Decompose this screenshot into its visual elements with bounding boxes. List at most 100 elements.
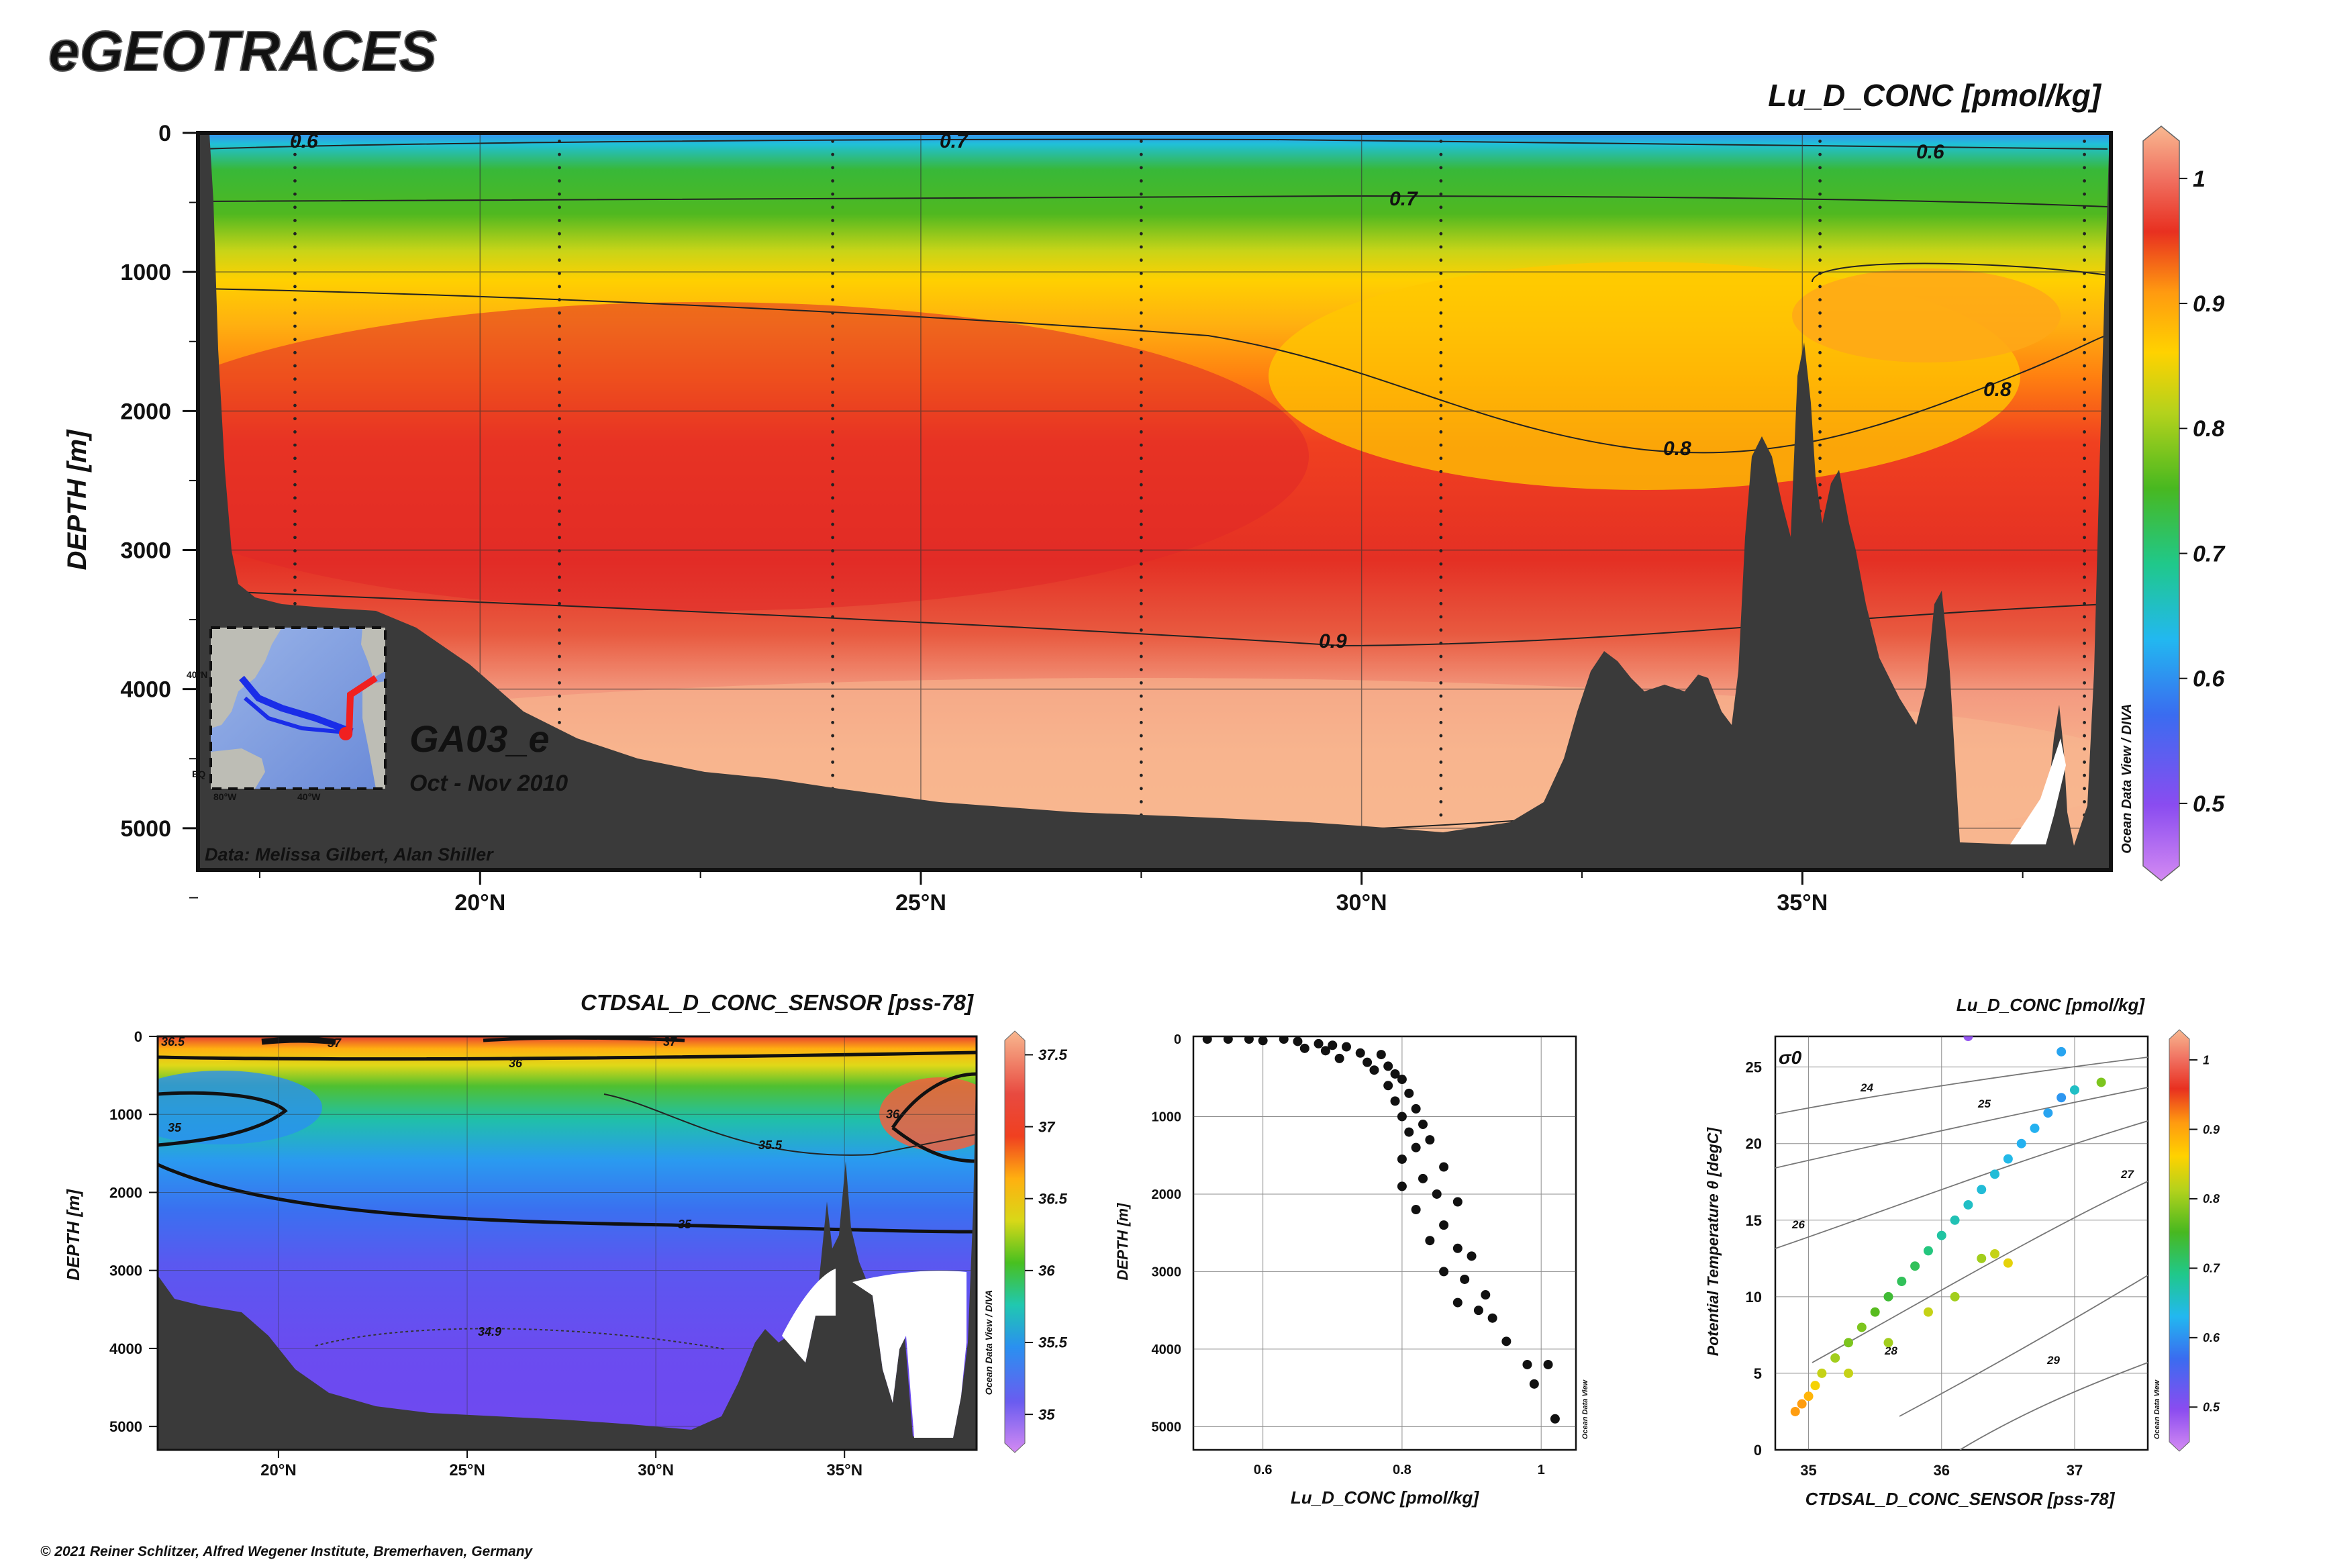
main-station-sample [1818,456,1822,460]
main-station-sample [1139,522,1143,526]
main-station-sample [558,205,561,209]
ts-scale-label: 0.8 [2203,1192,2220,1206]
main-station-sample [2083,443,2086,447]
main-station-sample [831,232,835,236]
main-station-sample [1818,430,1822,434]
main-station-sample [293,483,297,487]
main-station-sample [293,601,297,605]
inset-lon-label: 40°W [297,791,321,802]
main-station-sample [1439,483,1443,487]
main-station-sample [558,338,561,342]
main-station-sample [2083,430,2086,434]
main-station-sample [1139,668,1143,672]
depth-profile-ytick-label: 0 [1174,1032,1181,1047]
main-station-sample [1139,628,1143,632]
main-station-sample [831,707,835,712]
main-ylabel: DEPTH [m] [62,429,92,571]
main-station-sample [293,285,297,289]
main-station-sample [558,390,561,394]
ts-plot-title: Lu_D_CONC [pmol/kg] [1957,995,2146,1015]
ts-sigma-label: 26 [1791,1218,1805,1231]
depth-profile-ytick-label: 4000 [1152,1342,1182,1357]
ts-point [1810,1381,1820,1391]
main-station-sample [2083,205,2086,209]
main-white-gap [2010,738,2066,844]
ts-sigma-contours [1775,1057,2148,1450]
ts-point [1844,1368,1854,1378]
main-station-sample [831,377,835,381]
main-station-sample [1439,456,1443,460]
main-station-sample [1818,390,1822,394]
main-ytick-label: 2000 [120,399,171,424]
main-station-sample [1439,615,1443,619]
main-station-sample [1439,179,1443,183]
ts-point [1963,1036,1973,1041]
main-contour-label: 0.9 [1319,630,1347,652]
main-station-sample [1818,232,1822,236]
main-station-sample [1439,192,1443,196]
depth-profile-point [1425,1236,1435,1246]
main-station-sample [2083,549,2086,552]
ts-scale-label: 1 [2203,1053,2210,1067]
main-station-sample [2083,285,2086,289]
main-station-sample [1439,549,1443,552]
ts-sigma-label: 28 [1884,1344,1897,1357]
main-station-sample [558,324,561,328]
main-ytick-label: 5000 [120,816,171,842]
depth-profile-point [1460,1274,1470,1284]
ts-point [1963,1199,1973,1210]
main-station-sample [2083,192,2086,196]
main-station-sample [831,219,835,222]
main-station-sample [1439,694,1443,698]
main-station-sample [831,152,835,156]
main-station-sample [2083,522,2086,526]
main-station-sample [1439,430,1443,434]
main-station-sample [1439,601,1443,605]
main-station-sample [2083,338,2086,342]
ts-xtick-label: 37 [2067,1462,2083,1479]
depth-profile-point [1522,1359,1532,1369]
ts-point [1797,1399,1807,1409]
salinity-xtick-label: 20°N [260,1461,297,1479]
main-station-sample [831,628,835,632]
main-station-sample [1818,245,1822,249]
main-station-sample [831,654,835,658]
main-station-sample [1439,628,1443,632]
main-station-sample [2083,747,2086,751]
main-station-sample [831,761,835,764]
salinity-ylabel: DEPTH [m] [63,1189,83,1281]
main-station-sample [1139,470,1143,473]
depth-profile-point [1244,1036,1254,1044]
inset-land-europe [361,628,385,678]
inset-track-blue-upper [244,696,353,735]
ts-grid [1775,1036,2148,1450]
main-station-sample [831,285,835,289]
salinity-ytick-label: 3000 [109,1263,142,1279]
main-station-sample [2083,179,2086,183]
salinity-contour-label: 34.9 [478,1325,501,1338]
main-station-sample [1139,654,1143,658]
main-station-sample [2083,324,2086,328]
main-watermark: Ocean Data View / DIVA [2120,703,2134,853]
main-station-sample [1139,258,1143,262]
main-station-sample [831,694,835,698]
main-station-sample [2083,654,2086,658]
depth-profile-frame [1192,1035,1577,1451]
main-station-sample [558,232,561,236]
main-station-sample [1139,364,1143,368]
main-station-sample [1818,152,1822,156]
main-station-sample [1439,641,1443,645]
main-yaxis-ticks: 0 1000 2000 3000 4000 5000 [120,121,198,899]
main-station-sample [1439,562,1443,566]
salinity-low-tongue [158,1071,322,1144]
main-station-sample [2083,417,2086,421]
main-station-sample [558,311,561,315]
depth-profile-point [1487,1313,1497,1323]
main-station-sample [558,668,561,672]
depth-profile-point [1529,1379,1539,1389]
depth-profile-point [1342,1042,1351,1052]
depth-profile-point [1432,1189,1442,1199]
main-station-sample [831,562,835,566]
main-station-sample [831,509,835,513]
main-scale-label: 0.8 [2193,416,2224,442]
